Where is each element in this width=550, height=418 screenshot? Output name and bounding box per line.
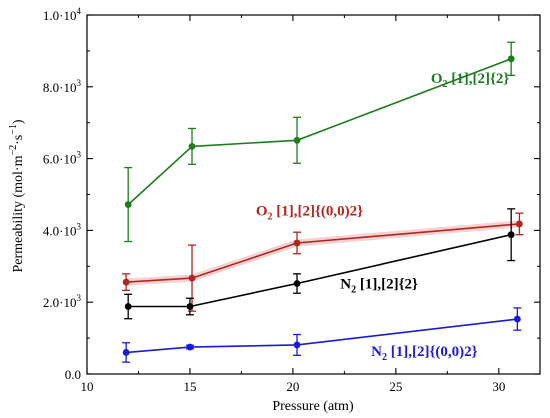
series-halo: [125, 220, 520, 286]
series-label: O2 [1],[2]{(0,0)2}: [256, 203, 363, 222]
y-tick-mantissa: 2.0·10: [43, 295, 77, 310]
series-3: N2 [1],[2]{(0,0)2}: [122, 307, 522, 363]
x-tick-label: 15: [183, 379, 196, 394]
series-label-rest: [1],[2]{2}: [448, 71, 510, 87]
x-axis-label: Pressure (atm): [272, 399, 354, 414]
series-label: N2 [1],[2]{(0,0)2}: [371, 344, 477, 363]
series-0: O2 [1],[2]{2}: [124, 41, 516, 243]
data-point: [513, 315, 521, 323]
plot-border: [86, 14, 541, 375]
series-label-sub: 2: [268, 211, 273, 222]
y-tick-label: 2.0·103: [43, 293, 82, 310]
y-axis-label: Permeability (mol·m−2·s−1): [8, 119, 26, 272]
data-point: [122, 349, 130, 356]
y-tick-mantissa: 0.0: [65, 367, 81, 382]
data-point: [507, 231, 515, 239]
plot-frame: [86, 14, 541, 375]
data-point: [186, 343, 194, 351]
y-axis-label-exp1: −2: [8, 145, 19, 156]
data-point: [124, 201, 132, 208]
x-tick-label: 10: [81, 379, 94, 394]
series-label-main: N: [340, 277, 351, 293]
series-label-rest: [1],[2]{2}: [356, 277, 418, 293]
series-1: O2 [1],[2]{(0,0)2}: [122, 203, 524, 312]
series-label-rest: [1],[2]{(0,0)2}: [387, 344, 478, 360]
series-label: N2 [1],[2]{2}: [340, 277, 418, 296]
series-label-main: O: [256, 203, 268, 219]
y-tick-label: 8.0·103: [43, 78, 82, 95]
series-line: [128, 233, 512, 308]
data-point: [507, 55, 515, 63]
x-tick-label: 25: [389, 379, 402, 394]
data-point: [188, 142, 196, 150]
data-point: [293, 239, 301, 247]
data-point: [516, 220, 523, 228]
series-label-sub: 2: [351, 285, 356, 296]
series-label-main: O: [431, 71, 443, 87]
y-tick-mantissa: 8.0·10: [43, 80, 77, 95]
y-tick-mantissa: 4.0·10: [43, 223, 77, 238]
data-point: [188, 274, 196, 282]
series-label-rest: [1],[2]{(0,0)2}: [273, 203, 364, 219]
y-tick-mantissa: 1.0·10: [43, 8, 77, 23]
y-tick-exponent: 3: [77, 221, 82, 231]
y-axis-label-mid: ·s: [11, 135, 26, 145]
data-point: [293, 136, 301, 144]
series-2: N2 [1],[2]{2}: [124, 208, 516, 320]
x-tick-label: 30: [492, 379, 505, 394]
data-point: [293, 280, 301, 287]
series-label-main: N: [371, 344, 382, 360]
y-tick-mantissa: 6.0·10: [43, 152, 77, 167]
y-tick-exponent: 3: [77, 78, 82, 88]
y-axis-label-base: Permeability (mol·m: [11, 155, 26, 272]
y-tick-exponent: 4: [77, 6, 82, 16]
x-tick-label: 20: [286, 379, 299, 394]
y-axis-label-exp2: −1: [8, 124, 19, 135]
series-line: [127, 58, 512, 206]
y-tick-exponent: 3: [77, 150, 82, 160]
data-point: [186, 303, 194, 310]
y-tick-exponent: 3: [77, 293, 82, 303]
data-point: [124, 303, 132, 310]
series-layer: O2 [1],[2]{2}O2 [1],[2]{(0,0)2}N2 [1],[2…: [122, 41, 524, 363]
y-tick-label: 6.0·103: [43, 150, 82, 167]
series-line: [126, 223, 520, 283]
series-label-sub: 2: [443, 79, 448, 90]
y-axis-label-end: ): [11, 119, 26, 124]
y-tick-label: 0.0: [65, 367, 81, 382]
axis-ticks: 10 15 20 25 300.02.0·1034.0·1036.0·1038.0·10…: [43, 6, 540, 394]
series-label-sub: 2: [382, 352, 387, 363]
data-point: [293, 341, 301, 349]
y-tick-label: 1.0·104: [43, 6, 82, 23]
data-point: [122, 278, 130, 286]
y-tick-label: 4.0·103: [43, 221, 82, 238]
series-label: O2 [1],[2]{2}: [431, 71, 510, 90]
series-line: [126, 318, 518, 354]
